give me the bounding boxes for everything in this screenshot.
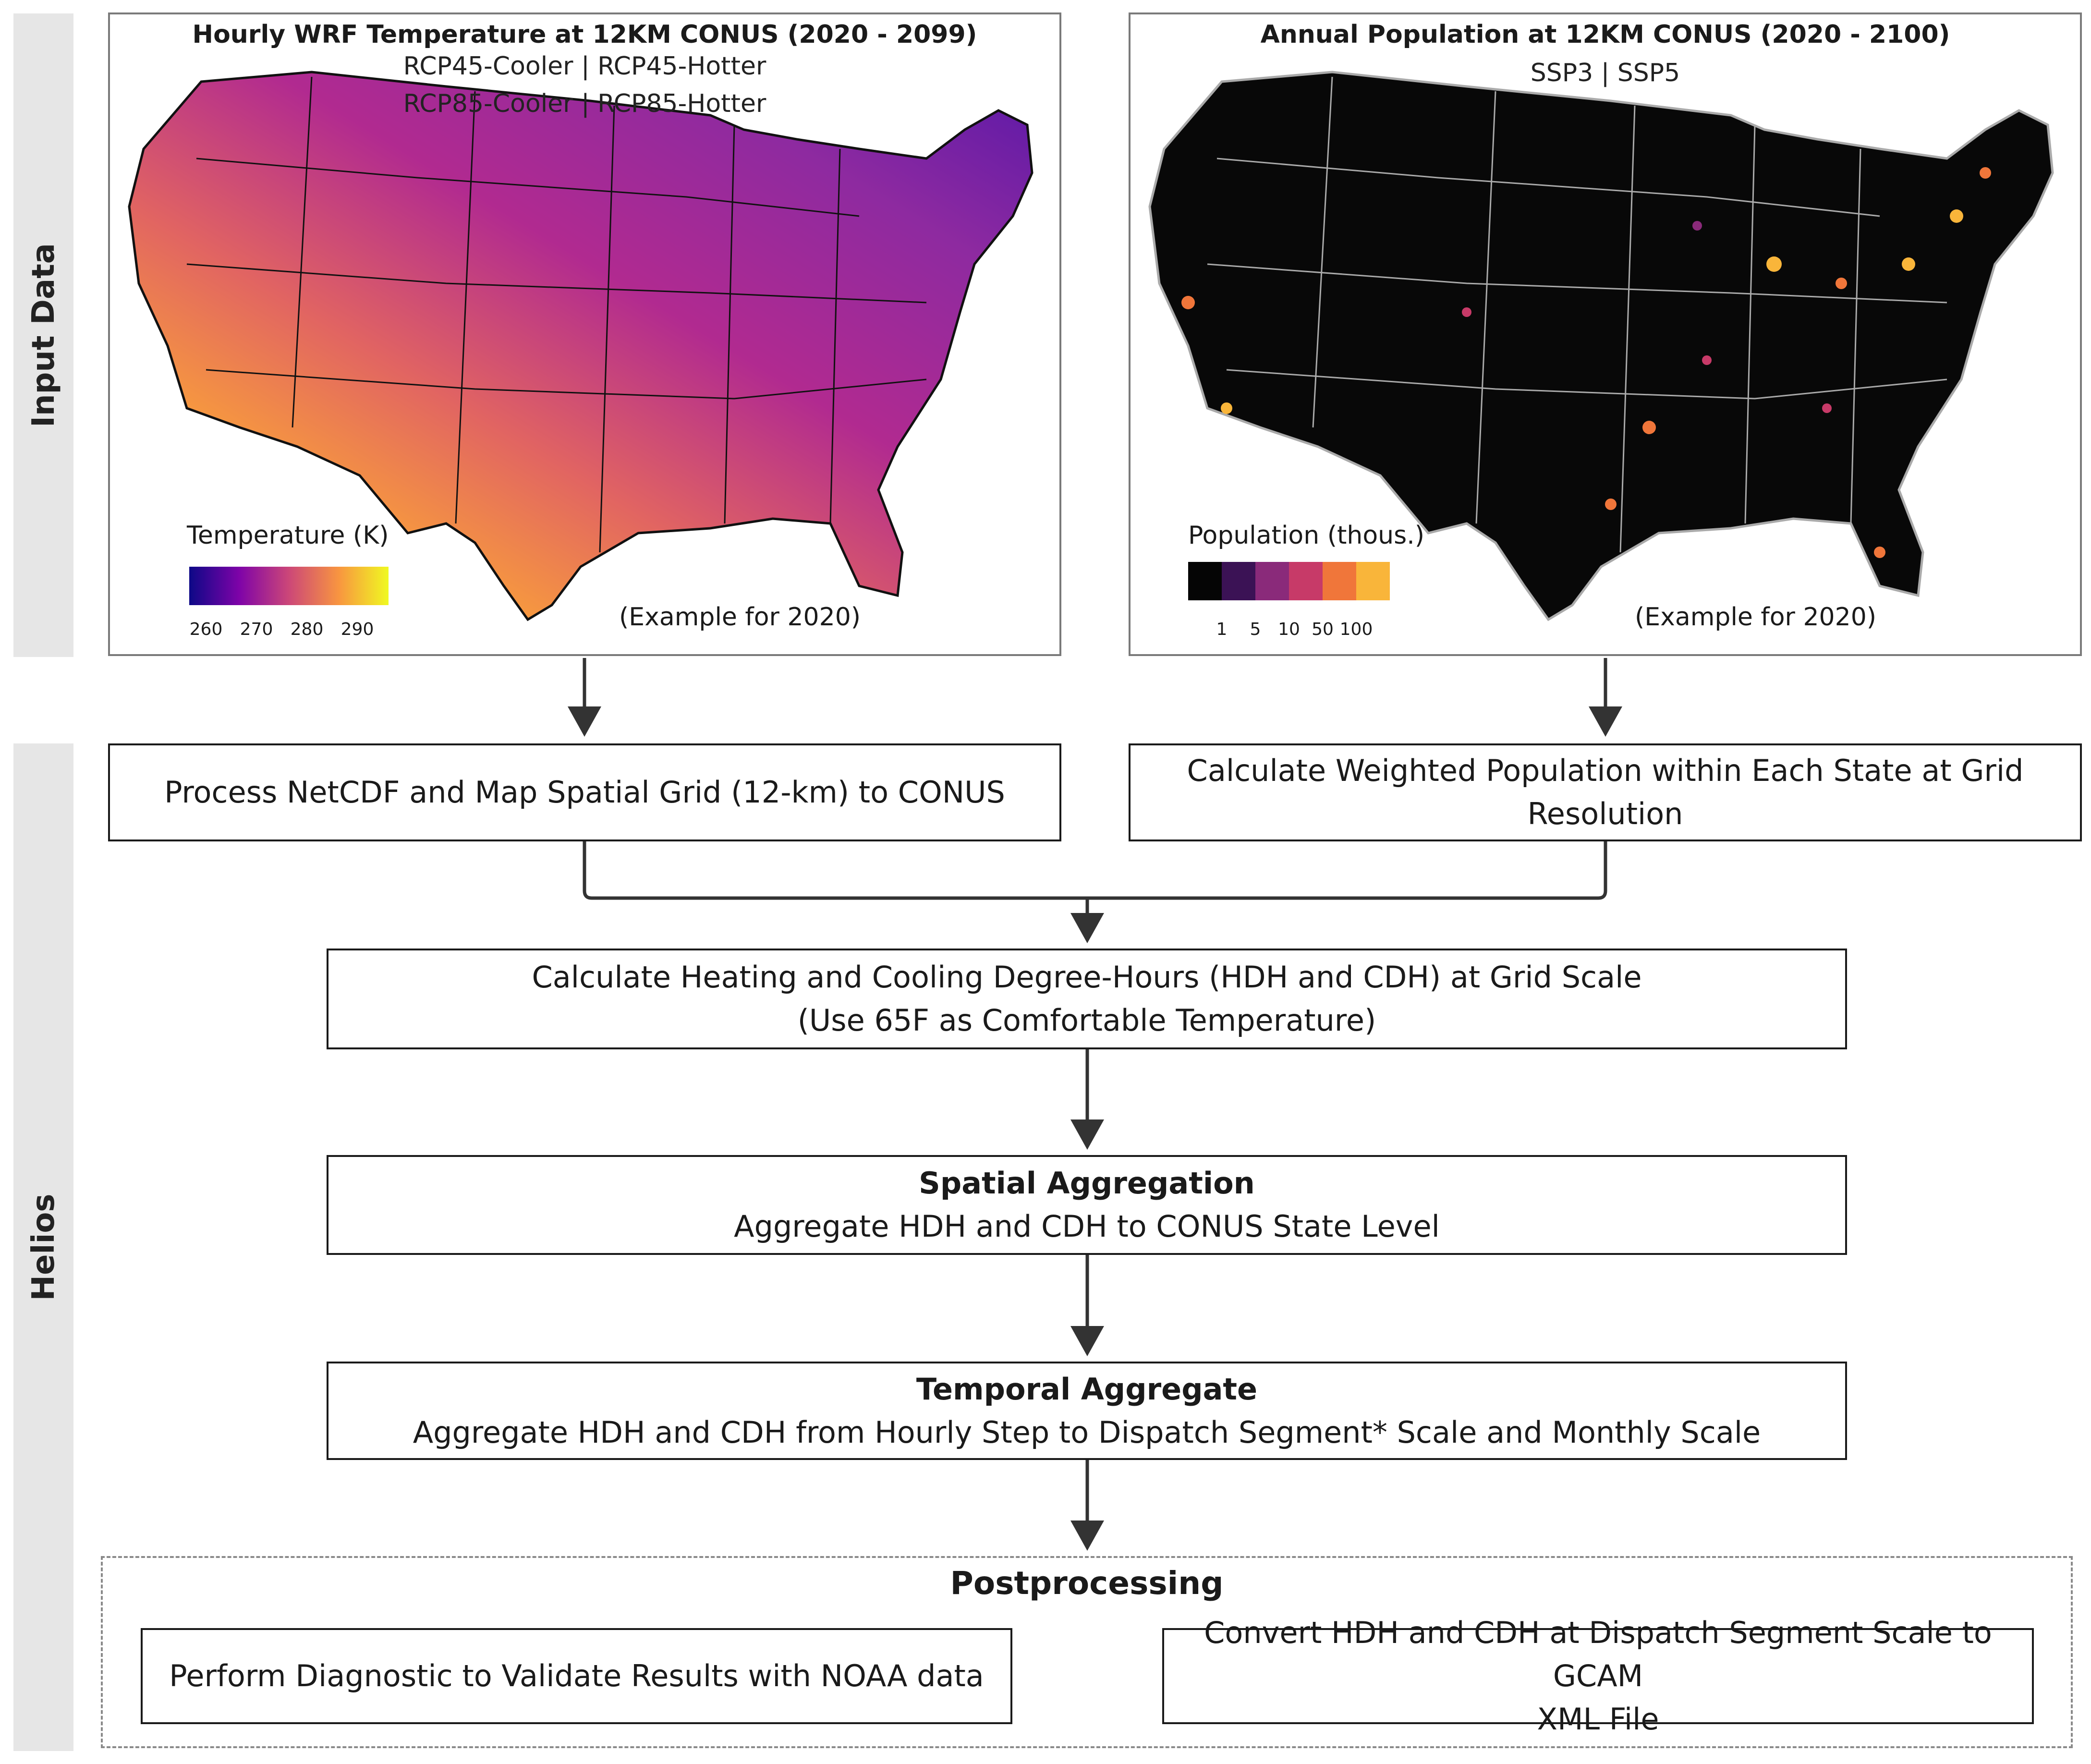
helios-band: Helios (13, 743, 73, 1751)
convert-gcam-box: Convert HDH and CDH at Dispatch Segment … (1162, 1615, 2034, 1737)
process-netcdf-text: Process NetCDF and Map Spatial Grid (12-… (164, 775, 1005, 810)
helios-label: Helios (25, 1193, 61, 1301)
temperature-legend-title: Temperature (K) (187, 521, 389, 550)
population-tick-100: 100 (1339, 620, 1373, 639)
diagnostic-text: Perform Diagnostic to Validate Results w… (169, 1658, 984, 1694)
population-tick-50: 50 (1312, 620, 1334, 639)
degree-hours-box: Calculate Heating and Cooling Degree-Hou… (327, 949, 1847, 1049)
population-legend-title: Population (thous.) (1188, 521, 1425, 550)
population-swatch-2 (1222, 562, 1255, 600)
conus-outline-population (1148, 71, 2054, 621)
population-map (1148, 71, 2054, 621)
population-example-note: (Example for 2020) (1635, 603, 1877, 632)
temperature-map-panel: Hourly WRF Temperature at 12KM CONUS (20… (108, 12, 1061, 656)
population-swatch-6 (1356, 562, 1390, 600)
temperature-example-note: (Example for 2020) (619, 603, 861, 632)
population-swatch-5 (1323, 562, 1356, 600)
input-data-band: Input Data (13, 13, 73, 657)
spatial-aggregation-box: Spatial Aggregation Aggregate HDH and CD… (327, 1155, 1847, 1255)
weighted-population-text-2: Resolution (1527, 796, 1683, 831)
population-tick-1: 1 (1216, 620, 1228, 639)
temperature-colorbar (189, 567, 389, 605)
process-netcdf-box: Process NetCDF and Map Spatial Grid (12-… (108, 743, 1061, 841)
temperature-tick-290: 290 (340, 620, 374, 639)
temperature-title: Hourly WRF Temperature at 12KM CONUS (20… (192, 20, 977, 49)
temporal-aggregate-box: Temporal Aggregate Aggregate HDH and CDH… (327, 1362, 1847, 1460)
merge-connector (583, 841, 1607, 900)
degree-hours-text-2: (Use 65F as Comfortable Temperature) (797, 1003, 1376, 1038)
state-borders-population (1207, 76, 1947, 553)
population-hotspots (1181, 167, 1991, 558)
population-tick-10: 10 (1278, 620, 1300, 639)
population-title: Annual Population at 12KM CONUS (2020 - … (1260, 20, 1950, 49)
population-tick-5: 5 (1250, 620, 1261, 639)
population-subtitle: SSP3 | SSP5 (1530, 59, 1680, 87)
conus-outline-temperature (128, 71, 1033, 621)
population-colorbar (1188, 562, 1390, 600)
population-swatch-1 (1188, 562, 1222, 600)
population-map-panel: Annual Population at 12KM CONUS (2020 - … (1129, 12, 2082, 656)
temperature-subtitle-2: RCP85-Cooler | RCP85-Hotter (403, 89, 766, 118)
temporal-aggregate-text: Aggregate HDH and CDH from Hourly Step t… (413, 1414, 1761, 1450)
temperature-tick-270: 270 (240, 620, 273, 639)
temperature-map (128, 71, 1033, 621)
input-data-label: Input Data (25, 243, 61, 427)
temperature-tick-280: 280 (290, 620, 324, 639)
degree-hours-text-1: Calculate Heating and Cooling Degree-Hou… (532, 960, 1642, 995)
temperature-tick-260: 260 (189, 620, 223, 639)
weighted-population-box: Calculate Weighted Population within Eac… (1129, 743, 2082, 841)
spatial-aggregation-title: Spatial Aggregation (919, 1166, 1255, 1201)
spatial-aggregation-text: Aggregate HDH and CDH to CONUS State Lev… (734, 1209, 1440, 1244)
population-swatch-4 (1289, 562, 1323, 600)
temporal-aggregate-title: Temporal Aggregate (916, 1371, 1258, 1407)
temperature-subtitle-1: RCP45-Cooler | RCP45-Hotter (403, 52, 766, 81)
weighted-population-text-1: Calculate Weighted Population within Eac… (1187, 753, 2024, 789)
convert-gcam-text-1: Convert HDH and CDH at Dispatch Segment … (1204, 1615, 1992, 1694)
state-borders-temperature (186, 76, 927, 553)
population-swatch-3 (1255, 562, 1289, 600)
postprocessing-group: Postprocessing (101, 1556, 2073, 1748)
postprocessing-title: Postprocessing (950, 1565, 1224, 1602)
convert-gcam-text-2: XML File (1537, 1701, 1659, 1737)
diagnostic-box: Perform Diagnostic to Validate Results w… (141, 1628, 1012, 1724)
